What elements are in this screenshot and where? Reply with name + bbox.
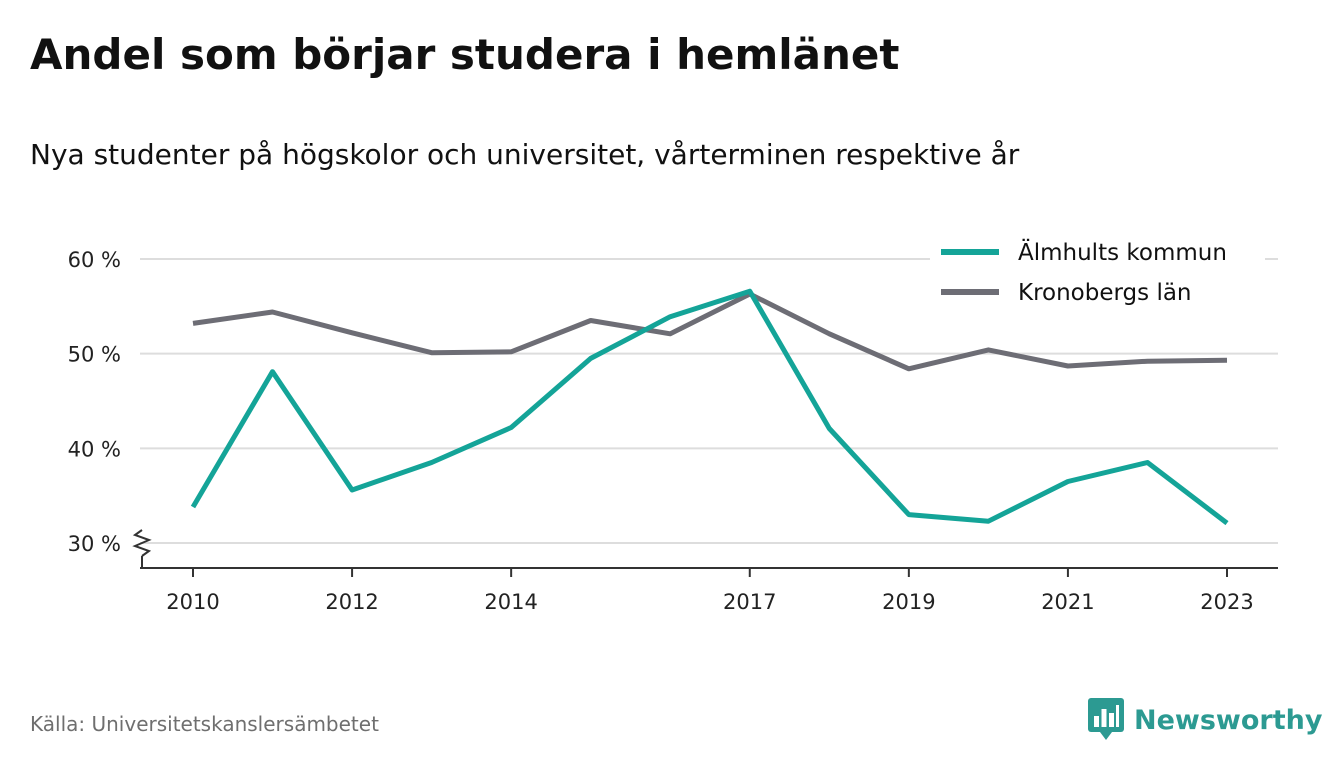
- x-tick-label: 2014: [484, 590, 537, 614]
- legend-label: Älmhults kommun: [1018, 238, 1227, 266]
- source-note: Källa: Universitetskanslersämbetet: [30, 712, 379, 736]
- y-tick-label: 30 %: [68, 532, 121, 556]
- x-tick-label: 2017: [723, 590, 776, 614]
- series-layer: [190, 288, 1229, 526]
- axis-layer: 30 % 40 % 50 % 60 % 2010 2012 2014 2017 2019 2021…: [68, 248, 1278, 614]
- brand-name: Newsworthy: [1134, 704, 1323, 736]
- y-axis-break-mark: [132, 529, 152, 557]
- y-tick-label: 40 %: [68, 437, 121, 461]
- x-tick-label: 2023: [1200, 590, 1253, 614]
- legend: Älmhults kommun Kronobergs län: [930, 234, 1265, 318]
- x-tick-label: 2021: [1041, 590, 1094, 614]
- chart-title: Andel som börjar studera i hemlänet: [30, 30, 900, 79]
- x-tick-label: 2010: [166, 590, 219, 614]
- series-line-1: [190, 288, 1229, 526]
- x-tick-label: 2019: [882, 590, 935, 614]
- line-chart: 30 % 40 % 50 % 60 % 2010 2012 2014 2017 2019 2021…: [67, 234, 1278, 614]
- series-line-2: [192, 291, 1228, 372]
- x-tick-label: 2012: [325, 590, 378, 614]
- brand-logo[interactable]: Newsworthy: [1088, 698, 1322, 742]
- y-tick-label: 50 %: [68, 343, 121, 367]
- chart-subtitle: Nya studenter på högskolor och universit…: [30, 138, 1020, 171]
- legend-label: Kronobergs län: [1018, 280, 1192, 306]
- legend-background: [930, 234, 1265, 318]
- bar-chart-speech-bubble-icon: [1088, 698, 1124, 740]
- y-tick-label: 60 %: [68, 248, 121, 272]
